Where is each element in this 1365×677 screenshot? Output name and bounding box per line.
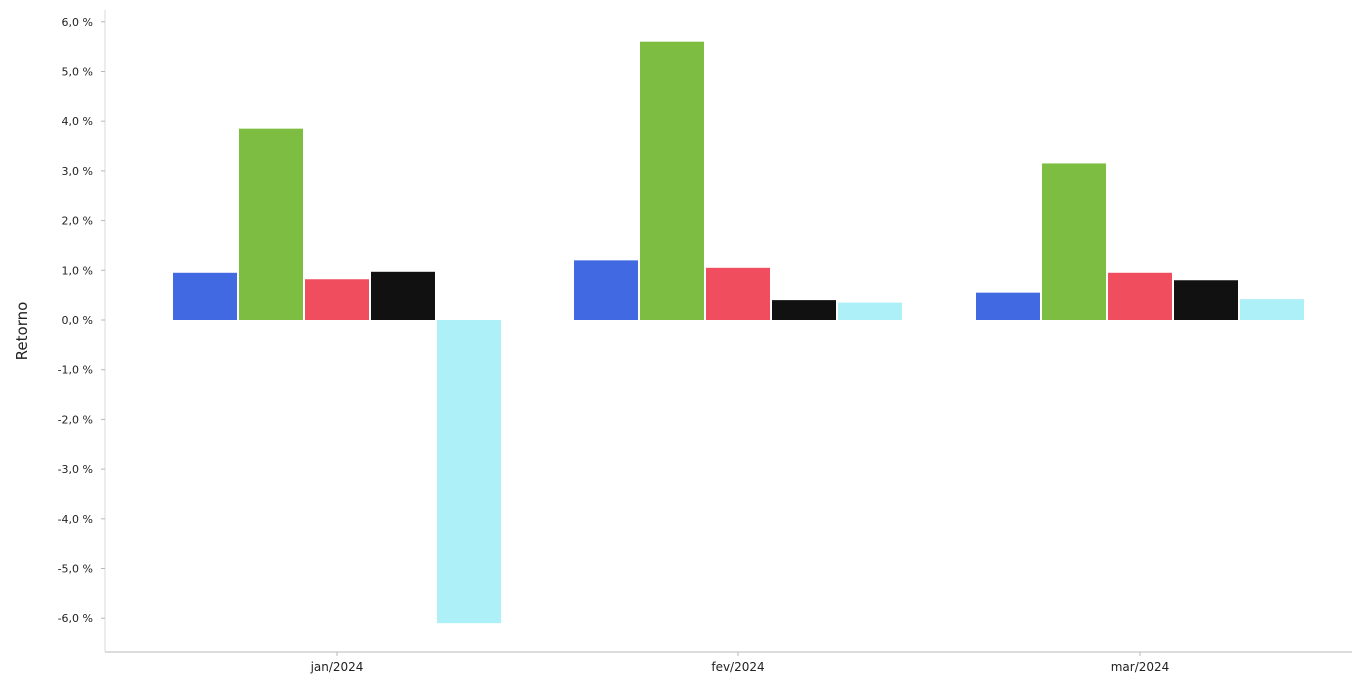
y-tick-label: -6,0 % (58, 612, 93, 625)
y-tick-label: -1,0 % (58, 364, 93, 377)
bar (838, 302, 902, 320)
bars-group (173, 41, 1304, 624)
bar (173, 272, 237, 320)
bar (1108, 272, 1172, 320)
bar (437, 320, 501, 624)
bar (1174, 280, 1238, 320)
bar (706, 267, 770, 320)
y-tick-label: 6,0 % (62, 16, 93, 29)
bar (371, 271, 435, 320)
y-tick-label: -3,0 % (58, 463, 93, 476)
bar (239, 128, 303, 320)
y-tick-label: 4,0 % (62, 115, 93, 128)
y-axis-ticks: 6,0 % 5,0 % 4,0 % 3,0 % 2,0 % 1,0 % 0,0 % -1,0 … (58, 16, 105, 625)
y-tick-label: -4,0 % (58, 513, 93, 526)
bar (305, 279, 369, 320)
y-tick-label: 1,0 % (62, 264, 93, 277)
bar (574, 260, 638, 320)
y-tick-label: 0,0 % (62, 314, 93, 327)
x-axis-ticks: jan/2024 fev/2024 mar/2024 (310, 652, 1170, 674)
x-tick-label: fev/2024 (711, 660, 764, 674)
bar (640, 41, 704, 321)
y-tick-label: 2,0 % (62, 215, 93, 228)
y-tick-label: -2,0 % (58, 413, 93, 426)
bar (976, 292, 1040, 320)
x-tick-label: jan/2024 (310, 660, 364, 674)
y-axis-title: Retorno (13, 302, 31, 361)
bar (1042, 163, 1106, 320)
plot-area (105, 10, 1352, 652)
bar (772, 300, 836, 320)
y-tick-label: 5,0 % (62, 66, 93, 79)
x-tick-label: mar/2024 (1111, 660, 1170, 674)
bar (1240, 299, 1304, 320)
y-tick-label: -5,0 % (58, 563, 93, 576)
y-tick-label: 3,0 % (62, 165, 93, 178)
